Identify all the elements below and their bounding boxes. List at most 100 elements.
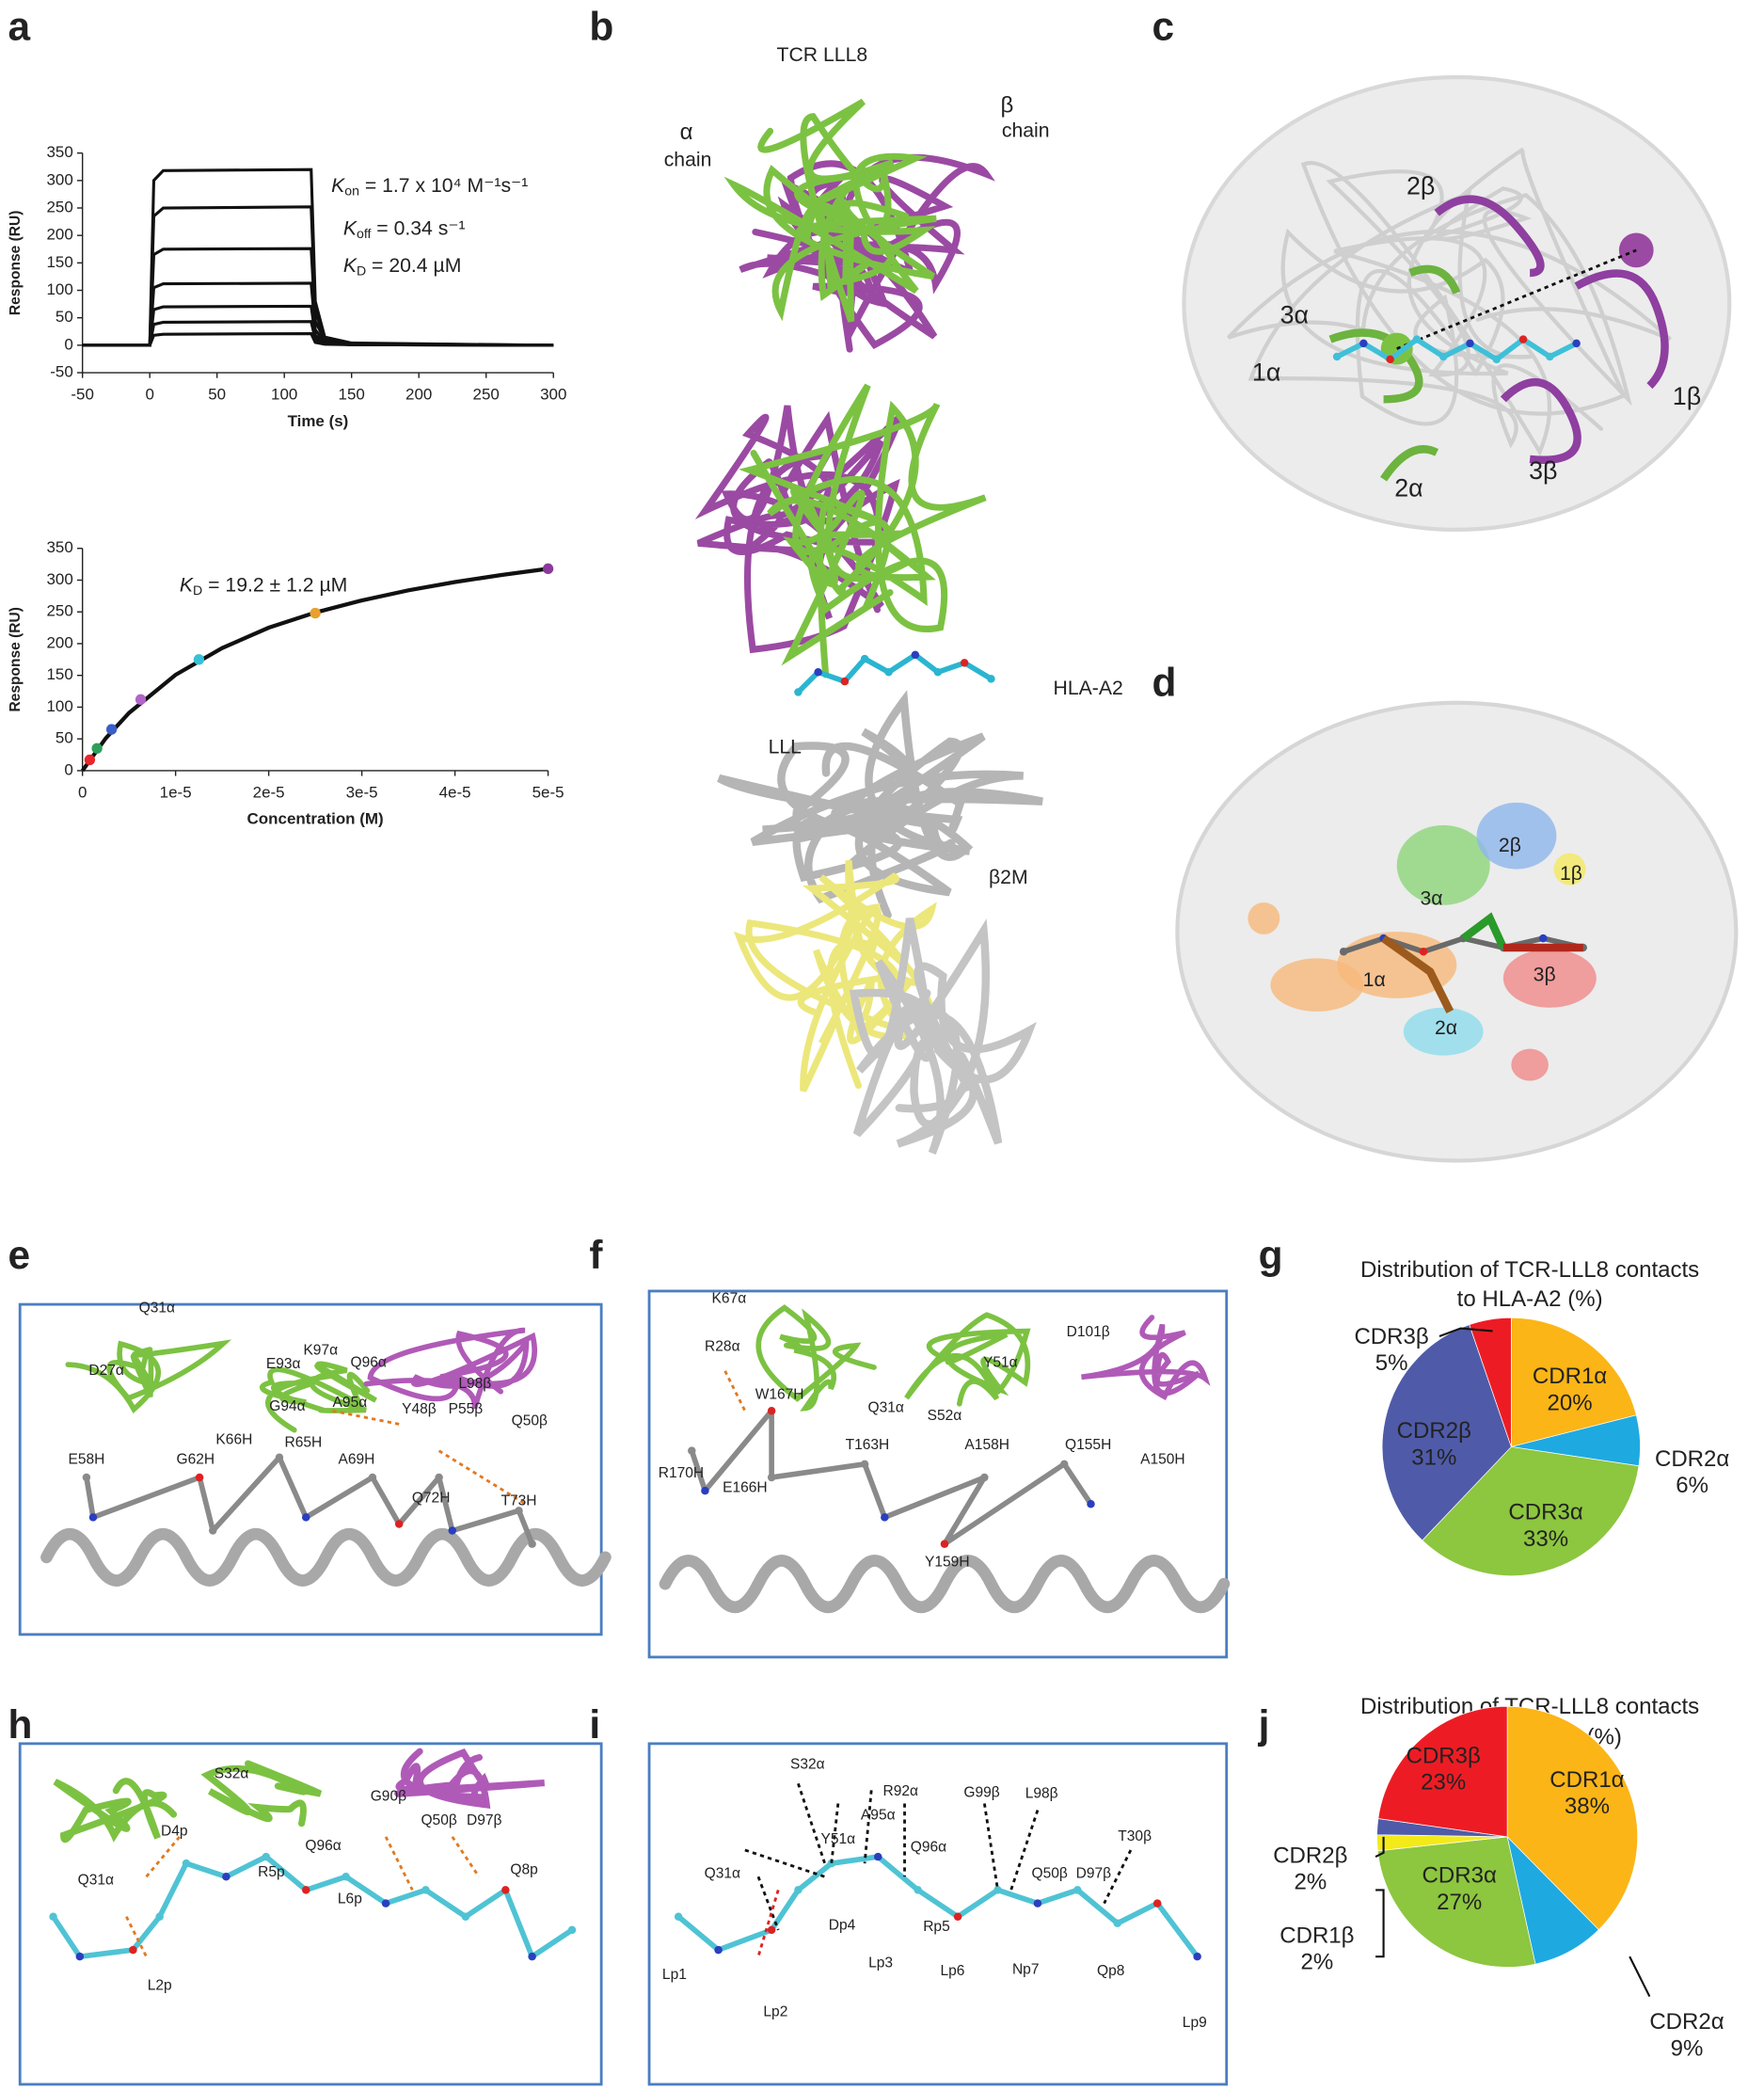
leader-line <box>1375 1836 1385 1859</box>
y-tick-label: 100 <box>46 280 72 298</box>
y-tick-label: 200 <box>46 226 72 244</box>
x-tick-label: -50 <box>71 386 94 404</box>
atom <box>1546 352 1554 361</box>
structure-label: A69H <box>339 1452 375 1468</box>
structure-label: T30β <box>1118 1828 1152 1844</box>
structure-label: A158H <box>964 1437 1009 1453</box>
cdr-loop <box>1408 264 1461 295</box>
y-tick-label: 350 <box>46 538 72 556</box>
h-bond <box>384 1836 414 1891</box>
structure-label: 1β <box>1560 863 1582 885</box>
h-bond <box>797 1782 827 1864</box>
y-tick-label: -50 <box>50 363 73 381</box>
ribbon <box>363 1327 537 1410</box>
panel-letter: i <box>589 1702 600 1747</box>
data-point <box>542 563 554 574</box>
panel-letter: h <box>8 1702 32 1747</box>
x-tick-label: 200 <box>405 386 432 404</box>
structure-label: K67α <box>712 1291 747 1307</box>
pie-category-label: CDR3β <box>1406 1743 1481 1768</box>
y-tick-label: 150 <box>46 253 72 271</box>
x-tick-label: 5e-5 <box>532 783 564 801</box>
pie-slice <box>1377 1705 1508 1838</box>
pie-slice <box>1469 1317 1512 1447</box>
structure-label: D4p <box>161 1823 188 1839</box>
data-point <box>310 607 321 619</box>
structure-label: Lp6 <box>940 1963 964 1979</box>
structure-label: G94α <box>269 1398 305 1414</box>
structure-label: Dp4 <box>829 1918 856 1934</box>
h-bond <box>982 1803 999 1891</box>
pie-slice <box>1376 1836 1536 1968</box>
structure-label: β <box>1001 92 1014 118</box>
h-bond <box>1396 248 1637 350</box>
structure-label: Y51α <box>821 1831 856 1847</box>
structure-label: Q31α <box>705 1866 740 1882</box>
structure-label: 1α <box>1363 969 1386 991</box>
x-tick-label: 3e-5 <box>346 783 378 801</box>
structure-label: S32α <box>215 1765 249 1781</box>
peptide-residue <box>1460 912 1507 950</box>
structure-label: D27α <box>88 1363 124 1379</box>
structure-label: T73H <box>501 1493 536 1509</box>
h-bond <box>145 1835 181 1878</box>
contact-patch <box>1553 853 1586 886</box>
x-tick-label: 4e-5 <box>439 783 471 801</box>
structure-label: D97β <box>1076 1866 1112 1882</box>
h-bond <box>437 1449 527 1506</box>
atom <box>980 1473 989 1482</box>
atom <box>222 1873 230 1881</box>
x-tick-label: 100 <box>271 386 297 404</box>
atom <box>381 1899 390 1907</box>
atom <box>155 1912 164 1921</box>
x-tick-label: 150 <box>339 386 365 404</box>
data-point <box>105 724 118 735</box>
atom <box>933 668 943 677</box>
structure-label: Q96α <box>351 1354 387 1370</box>
atom <box>301 1886 310 1894</box>
y-tick-label: 100 <box>46 697 72 715</box>
structure-label: Y159H <box>925 1555 970 1571</box>
structure-label: Q50β <box>421 1812 456 1828</box>
pie-value-label: 5% <box>1375 1350 1408 1376</box>
panel-letter: d <box>1152 661 1177 705</box>
pie-category-label: CDR1α <box>1549 1767 1624 1793</box>
x-axis-label: Time (s) <box>288 412 349 430</box>
ribbon <box>394 1748 546 1809</box>
atom <box>814 668 822 677</box>
atom <box>567 1925 577 1935</box>
structure-label: Y48β <box>402 1401 437 1417</box>
ribbon <box>739 383 987 678</box>
h-bond <box>1103 1849 1133 1905</box>
y-tick-label: 50 <box>56 729 73 747</box>
atom <box>1572 339 1581 348</box>
structure-label: Lp1 <box>662 1967 687 1983</box>
structure-label: Q31α <box>78 1873 114 1889</box>
ribbon <box>904 1312 1031 1407</box>
structure-label: D97β <box>467 1812 502 1828</box>
structure-label: T163H <box>846 1437 890 1453</box>
panel-letter: c <box>1152 4 1175 48</box>
x-tick-label: 250 <box>473 386 500 404</box>
helix <box>659 1555 1231 1614</box>
stick-model <box>84 1454 535 1545</box>
structure-label: 2β <box>1406 172 1435 200</box>
structure-label: 2β <box>1499 835 1521 856</box>
structure-label: Q72H <box>412 1491 451 1507</box>
h-bond <box>1009 1810 1040 1891</box>
structure-label: K97α <box>303 1343 338 1359</box>
atom <box>767 1473 776 1482</box>
structure-label: Rp5 <box>923 1919 950 1935</box>
structure-label: D101β <box>1067 1324 1110 1340</box>
structure-label: E58H <box>68 1452 104 1468</box>
annotation-text: = 19.2 ± 1.2 µM <box>202 574 347 596</box>
atom <box>515 1507 523 1515</box>
pie-value-label: 6% <box>1676 1473 1708 1498</box>
y-tick-label: 350 <box>46 143 72 161</box>
structure-label: chain <box>1002 120 1050 142</box>
panel-letter: f <box>589 1233 603 1277</box>
pie-value-label: 33% <box>1523 1526 1568 1552</box>
structure-label: L2p <box>148 1977 172 1993</box>
atom <box>840 677 850 686</box>
atom <box>884 668 893 677</box>
